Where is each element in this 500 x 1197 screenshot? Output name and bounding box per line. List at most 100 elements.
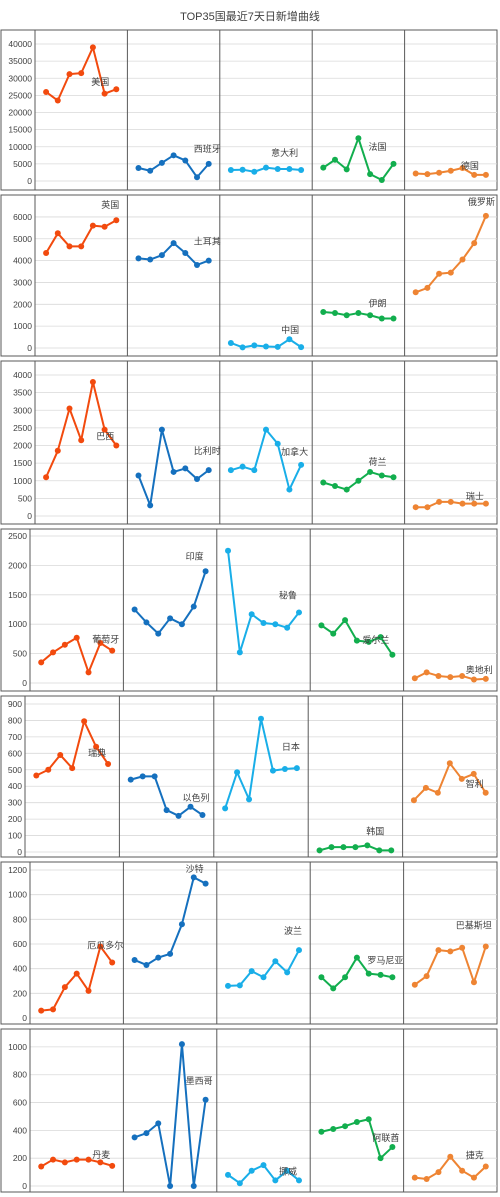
data-point [343, 312, 350, 319]
data-point [158, 252, 165, 259]
data-point [251, 342, 258, 349]
data-point [364, 842, 371, 849]
y-tick-label: 0 [22, 678, 27, 688]
y-tick-label: 1000 [8, 1042, 27, 1052]
series-label: 俄罗斯 [468, 196, 495, 207]
row-frame [0, 29, 498, 191]
y-tick-label: 400 [13, 964, 27, 974]
data-point [482, 789, 489, 796]
data-point [190, 603, 197, 610]
data-point [187, 803, 194, 810]
y-tick-label: 2000 [13, 441, 32, 451]
y-tick-label: 5000 [13, 234, 32, 244]
data-point [423, 1176, 430, 1183]
data-point [436, 498, 443, 505]
data-point [342, 974, 349, 981]
series-美国: 美国 [43, 44, 120, 104]
data-point [352, 844, 359, 851]
data-point [482, 500, 489, 507]
y-tick-label: 3000 [13, 277, 32, 287]
y-tick-label: 35000 [8, 56, 32, 66]
data-point [54, 447, 61, 454]
data-point [50, 1156, 57, 1163]
data-point [377, 634, 384, 641]
data-point [43, 249, 50, 256]
data-point [167, 950, 174, 957]
data-point [109, 1162, 116, 1169]
data-point [482, 171, 489, 178]
series-label: 中国 [281, 324, 299, 335]
data-point [158, 426, 165, 433]
series-瑞士: 瑞士 [412, 491, 489, 511]
data-point [260, 620, 267, 627]
data-point [447, 948, 454, 955]
data-point [202, 880, 209, 887]
data-point [411, 981, 418, 988]
data-point [101, 90, 108, 97]
series-label: 厄瓜多尔 [87, 940, 123, 951]
series-伊朗: 伊朗 [320, 298, 397, 322]
series-label: 韩国 [366, 825, 384, 836]
y-tick-label: 900 [8, 699, 22, 709]
series-阿联酋: 阿联酋 [318, 1116, 399, 1162]
data-point [178, 1041, 185, 1048]
y-tick-label: 5000 [13, 159, 32, 169]
data-point [367, 468, 374, 475]
series-厄瓜多尔: 厄瓜多尔 [38, 940, 123, 1014]
data-point [447, 1153, 454, 1160]
data-point [85, 1156, 92, 1163]
series-line [224, 717, 297, 809]
data-point [248, 968, 255, 975]
series-label: 阿联酋 [372, 1132, 399, 1143]
data-point [143, 961, 150, 968]
data-point [272, 958, 279, 965]
data-point [459, 1167, 466, 1174]
series-智利: 智利 [410, 760, 489, 804]
data-point [50, 1006, 57, 1013]
data-point [167, 615, 174, 622]
data-point [458, 775, 465, 782]
y-tick-label: 600 [8, 748, 22, 758]
data-point [389, 974, 396, 981]
y-tick-label: 25000 [8, 90, 32, 100]
data-point [170, 152, 177, 159]
data-point [269, 767, 276, 774]
data-point [355, 477, 362, 484]
y-tick-label: 4000 [13, 370, 32, 380]
data-point [355, 310, 362, 317]
data-point [412, 504, 419, 511]
series-line [227, 550, 300, 654]
data-point [251, 467, 258, 474]
y-tick-label: 200 [13, 988, 27, 998]
data-point [190, 874, 197, 881]
data-point [274, 343, 281, 350]
data-point [365, 638, 372, 645]
data-point [97, 943, 104, 950]
data-point [202, 1096, 209, 1103]
data-point [38, 1163, 45, 1170]
data-point [81, 718, 88, 725]
data-point [353, 954, 360, 961]
data-point [295, 1177, 302, 1184]
y-tick-label: 2000 [8, 560, 27, 570]
data-point [239, 463, 246, 470]
series-捷克: 捷克 [411, 1150, 489, 1183]
data-point [447, 674, 454, 681]
series-label: 波兰 [284, 925, 302, 936]
data-point [151, 773, 158, 780]
data-point [101, 426, 108, 433]
data-point [105, 761, 112, 768]
data-point [342, 1123, 349, 1130]
y-tick-label: 1500 [13, 458, 32, 468]
y-tick-label: 800 [13, 1070, 27, 1080]
data-point [225, 547, 232, 554]
series-巴基斯坦: 巴基斯坦 [411, 919, 492, 988]
data-point [155, 630, 162, 637]
y-tick-label: 200 [13, 1153, 27, 1163]
data-point [470, 676, 477, 683]
data-point [459, 672, 466, 679]
y-tick-label: 500 [8, 765, 22, 775]
series-label: 美国 [91, 76, 109, 87]
series-爱尔兰: 爱尔兰 [318, 617, 396, 658]
